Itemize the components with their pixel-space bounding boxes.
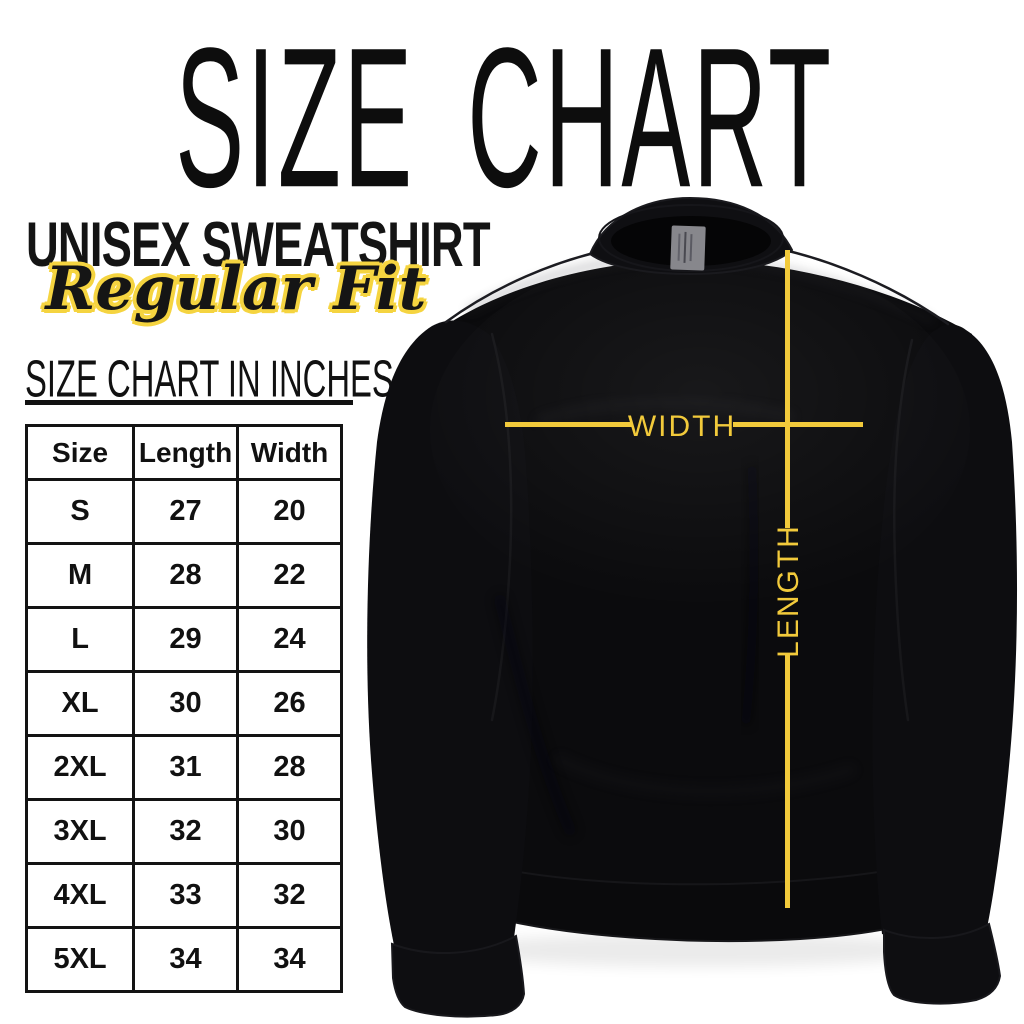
header-cell-size: Size — [24, 424, 136, 481]
length-cell: 30 — [132, 670, 240, 737]
size-cell: 5XL — [24, 926, 136, 993]
width-label: WIDTH — [628, 410, 736, 443]
width-cell: 32 — [236, 862, 343, 929]
size-table-body: S 27 20 M 28 22 L 29 24 XL 30 26 2XL 31 28 3XL 32 30 4XL 33… — [24, 478, 343, 993]
collar-rib — [598, 204, 784, 272]
length-cell: 33 — [132, 862, 240, 929]
heading-underline — [25, 400, 353, 405]
table-row: 3XL 32 30 — [24, 798, 343, 865]
width-cell: 30 — [236, 798, 343, 865]
length-label: LENGTH — [772, 524, 805, 658]
width-cell: 28 — [236, 734, 343, 801]
length-cell: 27 — [132, 478, 240, 545]
table-row: 5XL 34 34 — [24, 926, 343, 993]
width-cell: 20 — [236, 478, 343, 545]
table-row: XL 30 26 — [24, 670, 343, 737]
length-line-bottom — [785, 654, 790, 908]
length-cell: 31 — [132, 734, 240, 801]
size-cell: L — [24, 606, 136, 673]
section-heading: SIZE CHART IN INCHES — [25, 351, 394, 409]
table-row: L 29 24 — [24, 606, 343, 673]
header-cell-width: Width — [236, 424, 343, 481]
table-row: 4XL 33 32 — [24, 862, 343, 929]
size-cell: 3XL — [24, 798, 136, 865]
fit-label: Regular Fit — [45, 254, 427, 324]
floor-shadow — [455, 933, 945, 967]
left-cuff — [390, 934, 526, 1018]
width-cell: 22 — [236, 542, 343, 609]
width-line-right — [733, 422, 863, 427]
length-cell: 29 — [132, 606, 240, 673]
width-cell: 34 — [236, 926, 343, 993]
fabric-sheen — [430, 250, 970, 610]
header-cell-length: Length — [132, 424, 240, 481]
width-cell: 24 — [236, 606, 343, 673]
size-cell: M — [24, 542, 136, 609]
product-name: UNISEX SWEATSHIRT — [26, 210, 491, 280]
size-table: Size Length Width S 27 20 M 28 22 L 29 24 XL 30 26 2… — [24, 424, 343, 993]
length-cell: 34 — [132, 926, 240, 993]
measurement-overlay: WIDTH LENGTH — [505, 250, 863, 908]
width-cell: 26 — [236, 670, 343, 737]
table-row: 2XL 31 28 — [24, 734, 343, 801]
length-cell: 28 — [132, 542, 240, 609]
neck-tag — [670, 225, 706, 271]
length-cell: 32 — [132, 798, 240, 865]
table-row: M 28 22 — [24, 542, 343, 609]
size-cell: XL — [24, 670, 136, 737]
table-row: S 27 20 — [24, 478, 343, 545]
length-line-top — [785, 250, 790, 528]
size-cell: S — [24, 478, 136, 545]
right-cuff — [883, 922, 1002, 1005]
size-cell: 2XL — [24, 734, 136, 801]
width-line-left — [505, 422, 632, 427]
size-cell: 4XL — [24, 862, 136, 929]
table-header-row: Size Length Width — [24, 424, 343, 481]
